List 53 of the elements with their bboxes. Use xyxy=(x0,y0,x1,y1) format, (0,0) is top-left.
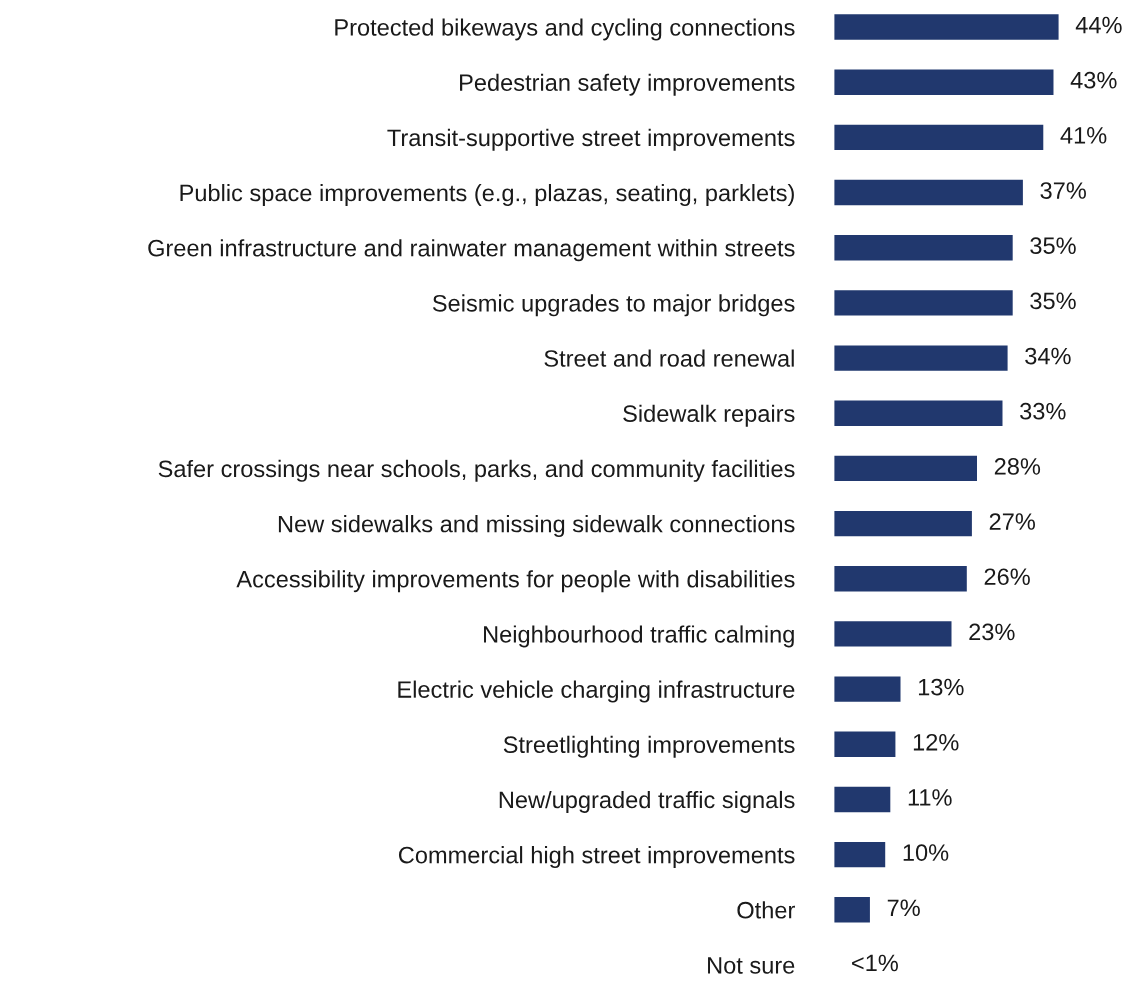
y-tick-label: Protected bikeways and cycling connections xyxy=(335,18,795,41)
y-tick-label: Street and road renewal xyxy=(544,349,794,367)
data-label: 28% xyxy=(994,458,1041,475)
y-tick-label: Safer crossings near schools, parks, and community facilities xyxy=(158,459,795,482)
y-tick-label: Commercial high street improvements xyxy=(398,846,795,869)
bar xyxy=(834,345,1008,371)
data-label: 35% xyxy=(1030,237,1076,255)
bar xyxy=(834,841,886,868)
data-label: 11% xyxy=(908,789,952,806)
bar xyxy=(834,455,977,482)
y-tick-label: Other xyxy=(737,901,795,919)
y-tick-label: Streetlighting improvements xyxy=(503,735,795,758)
bar xyxy=(834,400,1003,426)
y-tick-label: Transit-supportive street improvements xyxy=(387,128,795,151)
data-label: 27% xyxy=(989,513,1035,530)
y-tick-label: Accessibility improvements for people with disabilities xyxy=(236,570,795,593)
data-label: 35% xyxy=(1030,292,1076,310)
bar xyxy=(834,510,972,537)
data-label: 10% xyxy=(903,844,949,861)
data-label: <1% xyxy=(852,954,898,972)
bar xyxy=(834,566,967,592)
data-label: 26% xyxy=(984,568,1030,586)
bar xyxy=(834,69,1054,95)
data-label: 43% xyxy=(1070,71,1117,89)
bar xyxy=(834,676,901,702)
y-tick-label: Neighbourhood traffic calming xyxy=(484,625,794,648)
y-tick-label: New/upgraded traffic signals xyxy=(499,790,795,813)
y-tick-label: Sidewalk repairs xyxy=(623,404,795,427)
data-label: 41% xyxy=(1060,127,1107,144)
data-label: 12% xyxy=(913,733,959,751)
data-label: 13% xyxy=(918,678,964,696)
y-tick-label: Not sure xyxy=(708,957,795,974)
y-tick-label: Pedestrian safety improvements xyxy=(460,73,795,96)
bar xyxy=(834,786,891,813)
y-tick-label: New sidewalks and missing sidewalk connections xyxy=(278,515,795,538)
data-label: 34% xyxy=(1025,347,1071,365)
data-label: 37% xyxy=(1040,182,1086,199)
bar xyxy=(834,14,1059,40)
bar xyxy=(834,290,1013,316)
bar xyxy=(834,124,1044,151)
y-tick-label: Public space improvements (e.g., plazas, seating, parklets) xyxy=(180,183,794,206)
bar xyxy=(834,621,952,647)
bar xyxy=(834,179,1023,206)
data-label: 7% xyxy=(887,899,920,917)
bar xyxy=(834,731,896,757)
bar xyxy=(834,897,870,923)
y-tick-label: Green infrastructure and rainwater management within streets xyxy=(148,239,795,262)
y-tick-label: Seismic upgrades to major bridges xyxy=(432,294,795,317)
data-label: 33% xyxy=(1020,402,1066,420)
data-label: 44% xyxy=(1075,16,1122,34)
bar xyxy=(834,235,1013,261)
data-label: 23% xyxy=(969,623,1015,641)
y-tick-label: Electric vehicle charging infrastructure xyxy=(398,680,795,703)
